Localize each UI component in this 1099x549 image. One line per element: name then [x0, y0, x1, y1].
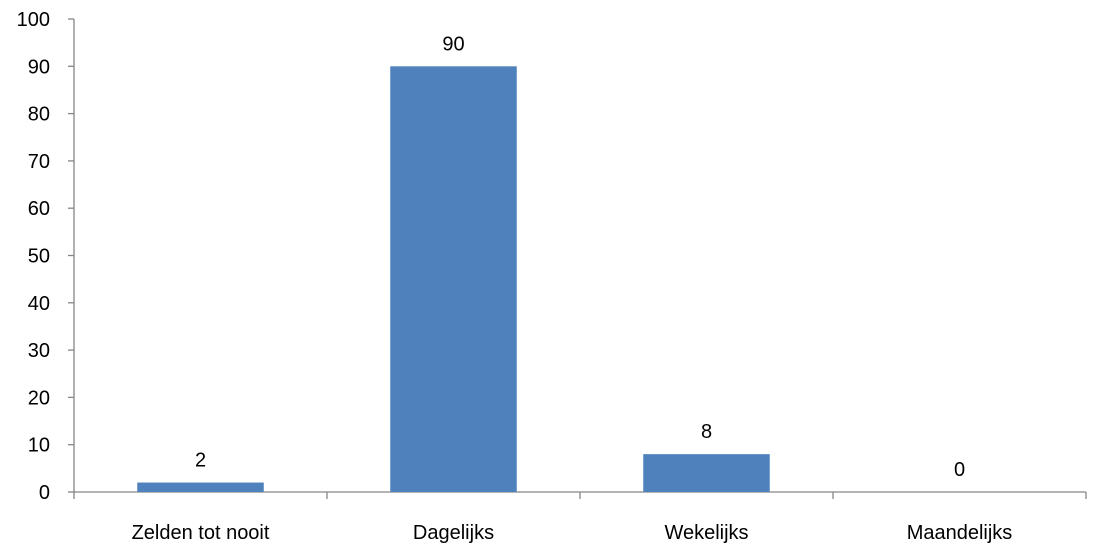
data-label: 0: [954, 459, 965, 481]
y-tick-label: 20: [28, 387, 50, 409]
x-axis: Zelden tot nooit Dagelijks Wekelijks Maande…: [73, 491, 1087, 544]
data-label: 90: [442, 33, 464, 55]
y-tick-label: 0: [39, 482, 50, 504]
x-category-label: Dagelijks: [413, 522, 494, 544]
bar: [643, 454, 770, 492]
y-tick-label: 60: [28, 198, 50, 220]
x-category-label: Zelden tot nooit: [132, 522, 270, 544]
y-tick-label: 30: [28, 340, 50, 362]
y-tick-label: 50: [28, 246, 50, 268]
data-labels: 2 90 8 0: [195, 33, 965, 481]
y-axis: 0 10 20 30 40 50 60 70 80 90 100: [17, 9, 75, 504]
data-label: 8: [701, 421, 712, 443]
x-category-label: Maandelijks: [907, 522, 1013, 544]
y-tick-label: 40: [28, 293, 50, 315]
bar: [390, 66, 517, 493]
data-label: 2: [195, 450, 206, 472]
y-tick-label: 70: [28, 151, 50, 173]
y-tick-label: 10: [28, 435, 50, 457]
y-tick-label: 80: [28, 104, 50, 126]
y-tick-label: 90: [28, 56, 50, 78]
bar: [137, 482, 264, 492]
bars: [137, 66, 770, 493]
x-category-label: Wekelijks: [664, 522, 748, 544]
y-tick-label: 100: [17, 9, 50, 31]
